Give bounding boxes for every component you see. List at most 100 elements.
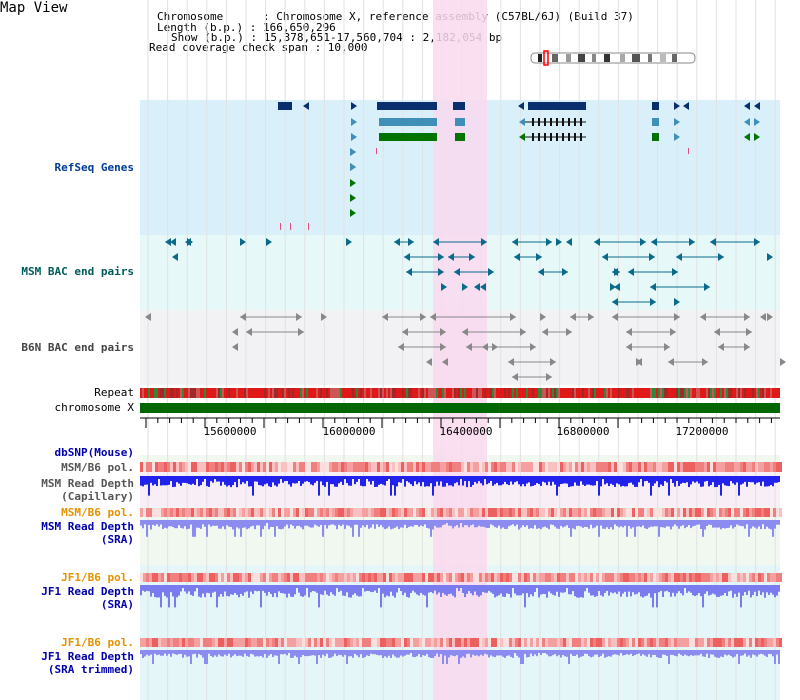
msm-pol2-cell [191,508,194,517]
jf1-sra-depth-bar [348,585,350,598]
depth-tracks [140,462,782,664]
repeat-element [704,388,706,398]
jf1-pol-cell [197,573,200,582]
jf1-pol-cell [422,573,425,582]
jf1-pol2-cell [656,638,659,647]
repeat-element [328,388,330,398]
jf1-sra-depth-bar [482,585,484,592]
repeat-element [324,388,326,398]
msm-pol2-cell [761,508,764,517]
msm-pol2-cell [434,508,437,517]
jf1-sra-depth-bar [182,585,184,587]
msm-pol-cell [341,462,344,472]
jf1-pol-cell [260,573,263,582]
msm-pol2-cell [476,508,479,517]
msm-pol2-cell [227,508,230,517]
jf1-pol2-cell [674,638,677,647]
msm-cap-depth-bar [472,476,474,485]
msm-sra-depth-bar [220,520,222,529]
msm-pol2-cell [674,508,677,517]
repeat-element [326,388,328,398]
msm-sra-depth-bar [422,520,424,527]
jf1-sra-depth-bar [520,585,522,596]
msm-pol-cell [650,462,653,472]
bac-end-right [746,328,752,336]
jf1-trim-depth-bar [290,650,292,658]
jf1-pol-cell [602,573,605,582]
jf1-pol2-cell [170,638,173,647]
jf1-pol-cell [335,573,338,582]
gene-block [278,102,292,110]
jf1-pol2-cell [506,638,509,647]
msm-sra-depth-bar [322,520,324,537]
msm-sra-depth-bar [284,520,286,527]
snp-mark [308,223,309,230]
repeat-element [722,388,724,398]
msm-sra-depth-bar [778,520,780,525]
jf1-trim-depth-bar [452,650,454,656]
msm-pol-cell [536,462,539,472]
jf1-sra-depth-bar [540,585,542,595]
jf1-pol-cell [221,573,224,582]
jf1-sra-depth-bar [472,585,474,596]
msm-pol2-cell [767,508,770,517]
repeat-element [612,388,614,398]
msm-sra-depth-bar [370,520,372,528]
repeat-element [304,388,306,398]
jf1-pol2-cell [341,638,344,647]
jf1-sra-depth-bar [728,585,730,592]
msm-cap-depth-bar [344,476,346,478]
repeat-element [228,388,230,398]
jf1-trim-depth-bar [242,650,244,657]
jf1-pol-cell [608,573,611,582]
repeat-element [292,388,294,398]
repeat-element [632,388,634,398]
repeat-element [390,388,392,398]
msm-pol-cell [641,462,644,472]
msm-pol2-cell [605,508,608,517]
jf1-trim-depth-bar [762,650,764,655]
jf1-pol-cell [413,573,416,582]
jf1-sra-depth-bar [410,585,412,594]
jf1-sra-depth-bar [422,585,424,595]
msm-cap-depth-bar [576,476,578,486]
repeat-element [746,388,748,398]
jf1-sra-depth-bar [190,585,192,595]
msm-cap-depth-bar [728,476,730,487]
arrow-left [760,313,766,321]
jf1-sra-depth-bar [468,585,470,591]
jf1-trim-depth-bar [584,650,586,654]
msm-pol2-cell [353,508,356,517]
msm-pol2-cell [665,508,668,517]
msm-pol-cell [623,462,626,472]
msm-pol2-cell [296,508,299,517]
bac-end-left [508,358,514,366]
msm-pol2-cell [359,508,362,517]
msm-cap-depth-bar [262,476,264,487]
jf1-trim-depth-bar [772,650,774,657]
jf1-trim-depth-bar [562,650,564,656]
msm-pol2-cell [161,508,164,517]
msm-pol-cell [332,462,335,472]
jf1-pol2-cell [665,638,668,647]
msm-cap-depth-bar [628,476,630,484]
jf1-pol2-cell [686,638,689,647]
msm-pol-cell [476,462,479,472]
msm-pol-cell [410,462,413,472]
msm-sra-depth-bar [560,520,562,526]
msm-pol-cell [527,462,530,472]
jf1-sra-depth-bar [236,585,238,595]
msm-sra-depth-bar [728,520,730,528]
arrow-left [170,238,176,246]
msm-pol-cell [659,462,662,472]
jf1-trim-depth-bar [418,650,420,655]
exon-mark [574,118,576,126]
repeat-element [692,388,694,398]
chromosome-ideogram[interactable] [530,50,696,66]
msm-cap-depth-bar [288,476,290,485]
jf1-pol2-cell [440,638,443,647]
jf1-sra-depth-bar [148,585,150,592]
msm-cap-depth-bar [522,476,524,485]
msm-sra-depth-bar [666,520,668,527]
